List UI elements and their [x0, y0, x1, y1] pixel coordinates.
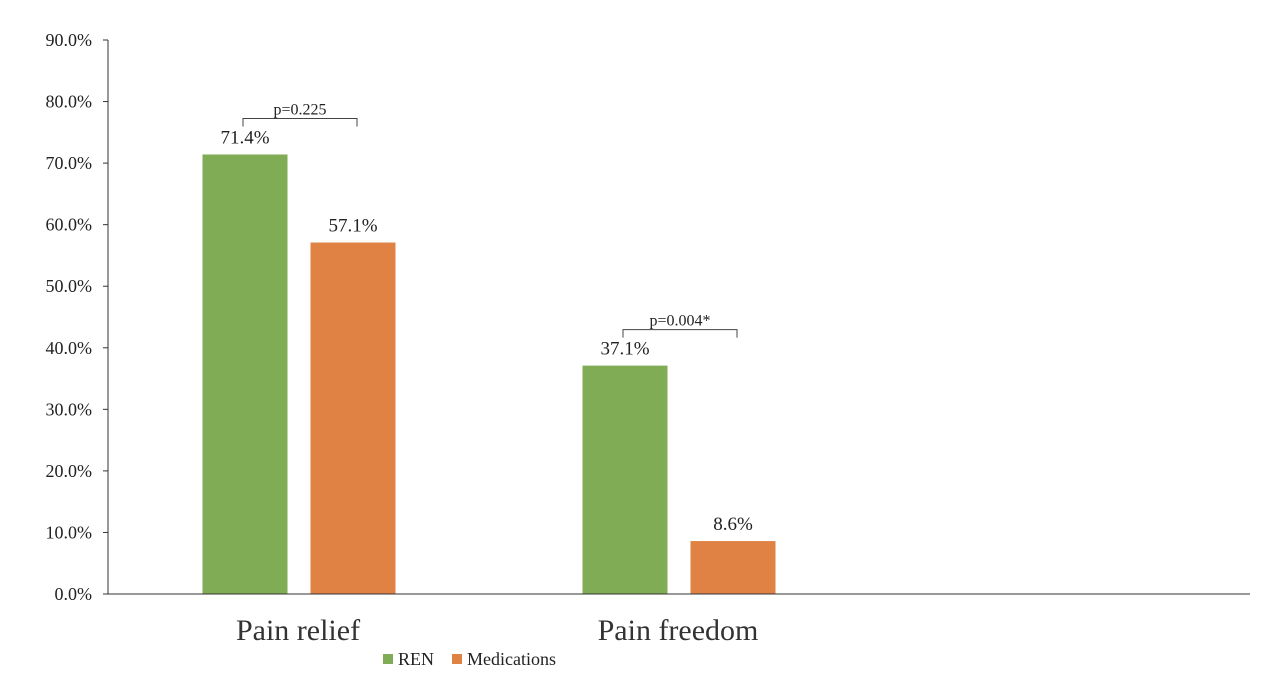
p-value-label: p=0.225: [273, 101, 326, 118]
data-label: 71.4%: [220, 127, 269, 148]
significance-annotations: p=0.225 p=0.004*: [242, 101, 738, 338]
legend: REN Medications: [383, 649, 556, 669]
bar-medications-pain-freedom: [690, 541, 776, 594]
y-tick-label: 80.0%: [46, 92, 93, 112]
x-axis: Pain relief Pain freedom: [108, 593, 1250, 647]
y-tick-label: 90.0%: [46, 30, 93, 50]
y-tick-label: 70.0%: [46, 153, 93, 173]
y-tick-label: 30.0%: [46, 399, 93, 419]
bar-medications-pain-relief: [310, 242, 396, 595]
legend-label: REN: [398, 649, 434, 669]
legend-swatch: [383, 654, 393, 664]
x-category-label: Pain freedom: [598, 614, 759, 647]
y-tick-label: 50.0%: [46, 276, 93, 296]
significance-bracket: [242, 117, 358, 127]
y-tick-label: 40.0%: [46, 338, 93, 358]
data-labels: 71.4% 57.1% 37.1% 8.6%: [220, 127, 753, 535]
legend-swatch: [452, 654, 462, 664]
y-axis: 0.0% 10.0% 20.0% 30.0% 40.0% 50.0% 60.0% 70.0% 8…: [46, 30, 109, 604]
p-value-label: p=0.004*: [649, 313, 710, 330]
data-label: 57.1%: [328, 216, 377, 237]
bar-ren-pain-relief: [202, 154, 288, 594]
data-label: 37.1%: [600, 339, 649, 360]
y-tick-label: 20.0%: [46, 461, 93, 481]
data-label: 8.6%: [713, 514, 753, 535]
bars: [202, 154, 776, 595]
x-category-label: Pain relief: [236, 614, 360, 647]
bar-ren-pain-freedom: [582, 365, 668, 594]
significance-bracket: [622, 329, 738, 338]
y-tick-label: 10.0%: [46, 522, 93, 542]
legend-label: Medications: [467, 649, 556, 669]
y-tick-label: 60.0%: [46, 215, 93, 235]
y-tick-label: 0.0%: [55, 584, 93, 604]
